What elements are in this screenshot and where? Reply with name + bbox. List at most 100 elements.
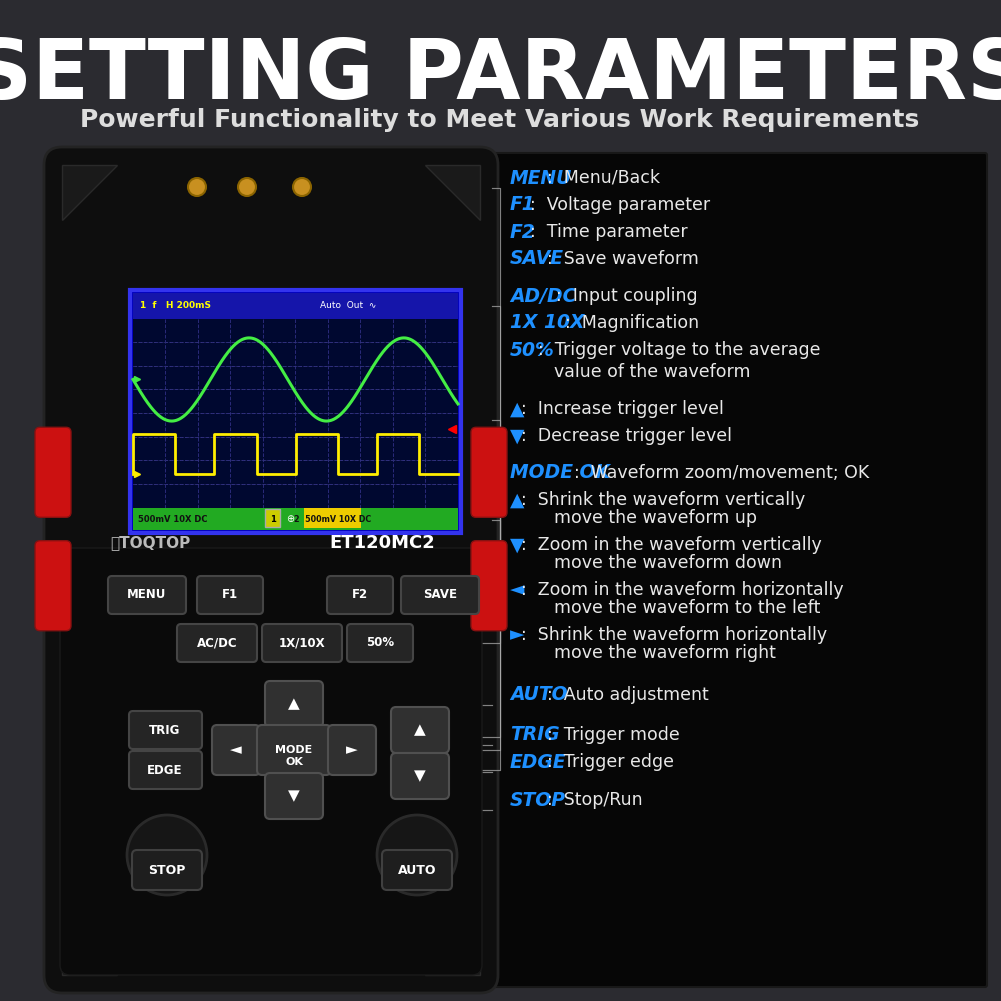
Text: :  Time parameter: : Time parameter — [530, 223, 688, 241]
Polygon shape — [425, 165, 480, 220]
Text: STOP: STOP — [510, 791, 566, 810]
Text: ▼: ▼ — [510, 426, 525, 445]
Polygon shape — [62, 920, 117, 975]
Text: :  Shrink the waveform vertically: : Shrink the waveform vertically — [521, 491, 805, 509]
Text: ▼: ▼ — [288, 789, 300, 804]
Text: AUTO: AUTO — [397, 864, 436, 877]
Text: 2  500mV 10X DC: 2 500mV 10X DC — [294, 515, 371, 524]
Text: Powerful Functionality to Meet Various Work Requirements: Powerful Functionality to Meet Various W… — [80, 108, 920, 132]
Text: ▲: ▲ — [510, 490, 525, 510]
Text: ▼: ▼ — [510, 536, 525, 555]
FancyBboxPatch shape — [262, 624, 342, 662]
Text: 50%: 50% — [510, 340, 555, 359]
FancyBboxPatch shape — [471, 427, 507, 518]
FancyBboxPatch shape — [347, 624, 413, 662]
Text: Auto  Out  ∿: Auto Out ∿ — [320, 301, 376, 310]
FancyBboxPatch shape — [490, 153, 987, 987]
FancyBboxPatch shape — [108, 576, 186, 614]
Text: :  Menu/Back: : Menu/Back — [548, 169, 661, 187]
Text: TRIG: TRIG — [149, 724, 181, 737]
Circle shape — [293, 178, 311, 196]
Polygon shape — [62, 165, 117, 220]
Text: ►: ► — [346, 743, 358, 758]
Text: 1  f   H 200mS: 1 f H 200mS — [140, 301, 211, 310]
FancyBboxPatch shape — [35, 541, 71, 631]
Text: ▲: ▲ — [288, 697, 300, 712]
Text: :  Input coupling: : Input coupling — [556, 287, 698, 305]
Circle shape — [238, 178, 256, 196]
Text: ⊕: ⊕ — [286, 514, 294, 524]
FancyBboxPatch shape — [391, 753, 449, 799]
Text: move the waveform down: move the waveform down — [510, 554, 782, 572]
FancyBboxPatch shape — [328, 725, 376, 775]
FancyBboxPatch shape — [401, 576, 479, 614]
Text: AC/DC: AC/DC — [196, 637, 237, 650]
Text: OK: OK — [285, 757, 303, 767]
Text: :  Voltage parameter: : Voltage parameter — [530, 196, 710, 214]
Text: 1X/10X: 1X/10X — [278, 637, 325, 650]
FancyBboxPatch shape — [35, 427, 71, 518]
Text: :  Zoom in the waveform horizontally: : Zoom in the waveform horizontally — [521, 581, 844, 599]
Text: value of the waveform: value of the waveform — [510, 363, 751, 381]
FancyBboxPatch shape — [391, 707, 449, 753]
Text: AD/DC: AD/DC — [510, 286, 577, 305]
FancyBboxPatch shape — [212, 725, 260, 775]
Text: ▲: ▲ — [510, 399, 525, 418]
FancyBboxPatch shape — [471, 541, 507, 631]
Text: MODE OK: MODE OK — [510, 463, 610, 482]
FancyBboxPatch shape — [327, 576, 393, 614]
Text: :  Zoom in the waveform vertically: : Zoom in the waveform vertically — [521, 536, 822, 554]
FancyBboxPatch shape — [130, 290, 461, 533]
Text: ▼: ▼ — [414, 769, 425, 784]
Text: F2: F2 — [352, 589, 368, 602]
Circle shape — [127, 815, 207, 895]
FancyBboxPatch shape — [129, 751, 202, 789]
Text: :  Waveform zoom/movement; OK: : Waveform zoom/movement; OK — [574, 464, 869, 482]
Text: F1: F1 — [222, 589, 238, 602]
Polygon shape — [425, 920, 480, 975]
Text: F1: F1 — [510, 195, 536, 214]
FancyBboxPatch shape — [265, 681, 323, 727]
FancyBboxPatch shape — [197, 576, 263, 614]
FancyBboxPatch shape — [177, 624, 257, 662]
FancyBboxPatch shape — [129, 711, 202, 749]
Text: 1X 10X: 1X 10X — [510, 313, 585, 332]
Text: :  Trigger mode: : Trigger mode — [548, 726, 680, 744]
Text: 500mV 10X DC: 500mV 10X DC — [138, 515, 207, 524]
FancyBboxPatch shape — [133, 293, 458, 530]
Text: AUTO: AUTO — [510, 686, 568, 705]
FancyBboxPatch shape — [44, 147, 498, 993]
Text: :  Shrink the waveform horizontally: : Shrink the waveform horizontally — [521, 626, 827, 644]
Text: :  Save waveform: : Save waveform — [548, 250, 699, 268]
Text: SAVE: SAVE — [423, 589, 457, 602]
FancyBboxPatch shape — [257, 725, 331, 775]
Text: ◄: ◄ — [230, 743, 242, 758]
Text: MODE: MODE — [275, 745, 312, 755]
Text: :  Magnification: : Magnification — [565, 314, 699, 332]
Text: STOP: STOP — [148, 864, 186, 877]
Text: move the waveform right: move the waveform right — [510, 644, 776, 662]
Text: :  Auto adjustment: : Auto adjustment — [548, 686, 709, 704]
Text: 1: 1 — [270, 515, 276, 524]
FancyBboxPatch shape — [60, 548, 482, 975]
Text: move the waveform to the left: move the waveform to the left — [510, 599, 821, 617]
FancyBboxPatch shape — [132, 850, 202, 890]
Text: ET120MC2: ET120MC2 — [329, 534, 435, 552]
Text: MENU: MENU — [127, 589, 167, 602]
Text: :  Decrease trigger level: : Decrease trigger level — [521, 427, 732, 445]
Text: :  Trigger edge: : Trigger edge — [548, 753, 675, 771]
Text: move the waveform up: move the waveform up — [510, 509, 757, 527]
Text: EDGE: EDGE — [510, 753, 567, 772]
Circle shape — [377, 815, 457, 895]
FancyBboxPatch shape — [382, 850, 452, 890]
Text: ▲: ▲ — [414, 723, 425, 738]
Text: :  Increase trigger level: : Increase trigger level — [521, 400, 724, 418]
Text: :  Trigger voltage to the average: : Trigger voltage to the average — [539, 341, 821, 359]
Text: :  Stop/Run: : Stop/Run — [548, 791, 643, 809]
FancyBboxPatch shape — [133, 508, 458, 530]
Text: 50%: 50% — [366, 637, 394, 650]
Text: SETTING PARAMETERS: SETTING PARAMETERS — [0, 34, 1001, 115]
Circle shape — [188, 178, 206, 196]
Text: EDGE: EDGE — [147, 764, 183, 777]
Text: ◄: ◄ — [510, 581, 525, 600]
